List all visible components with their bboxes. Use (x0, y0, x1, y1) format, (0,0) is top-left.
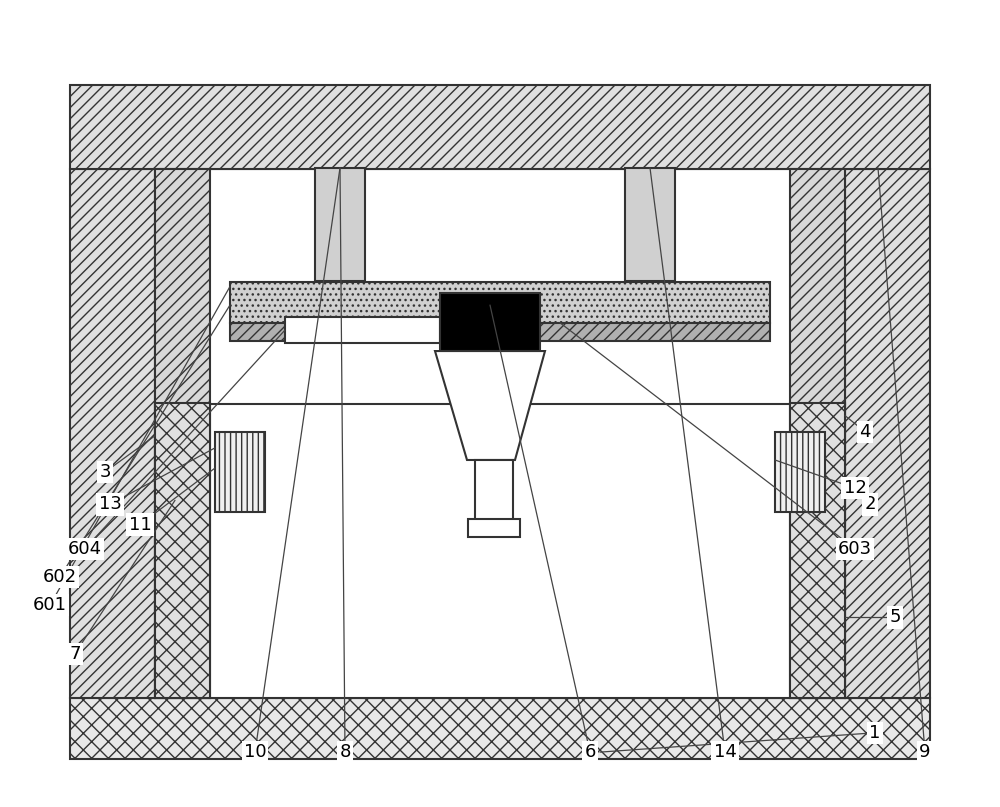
Text: 5: 5 (889, 608, 901, 626)
Bar (790, 404, 845, 698)
Text: 3: 3 (99, 463, 111, 481)
Bar (230, 282, 770, 323)
Text: 603: 603 (838, 540, 872, 558)
Text: 4: 4 (859, 423, 871, 441)
Text: 14: 14 (714, 743, 736, 761)
Bar (215, 432, 265, 512)
Bar (845, 169, 930, 698)
Bar (70, 169, 155, 698)
Text: 602: 602 (43, 568, 77, 586)
Bar (70, 85, 930, 169)
Text: 12: 12 (844, 479, 866, 497)
Bar (155, 404, 210, 698)
Bar (475, 460, 513, 521)
Text: 13: 13 (99, 495, 121, 513)
Text: 11: 11 (129, 516, 151, 533)
Text: 7: 7 (69, 645, 81, 663)
Bar (315, 168, 365, 281)
Bar (285, 317, 440, 343)
Text: 8: 8 (339, 743, 351, 761)
Bar (230, 323, 770, 341)
Bar (440, 293, 540, 351)
Bar (790, 169, 845, 698)
Polygon shape (435, 351, 545, 460)
Bar (70, 698, 930, 759)
Bar (468, 519, 520, 537)
Text: 604: 604 (68, 540, 102, 558)
Text: 9: 9 (919, 743, 931, 761)
Bar (775, 432, 825, 512)
Bar (625, 168, 675, 281)
Text: 1: 1 (869, 724, 881, 742)
Text: 601: 601 (33, 596, 67, 614)
Text: 6: 6 (584, 743, 596, 761)
Bar (155, 169, 210, 698)
Bar (155, 169, 845, 698)
Text: 10: 10 (244, 743, 266, 761)
Text: 2: 2 (864, 495, 876, 513)
